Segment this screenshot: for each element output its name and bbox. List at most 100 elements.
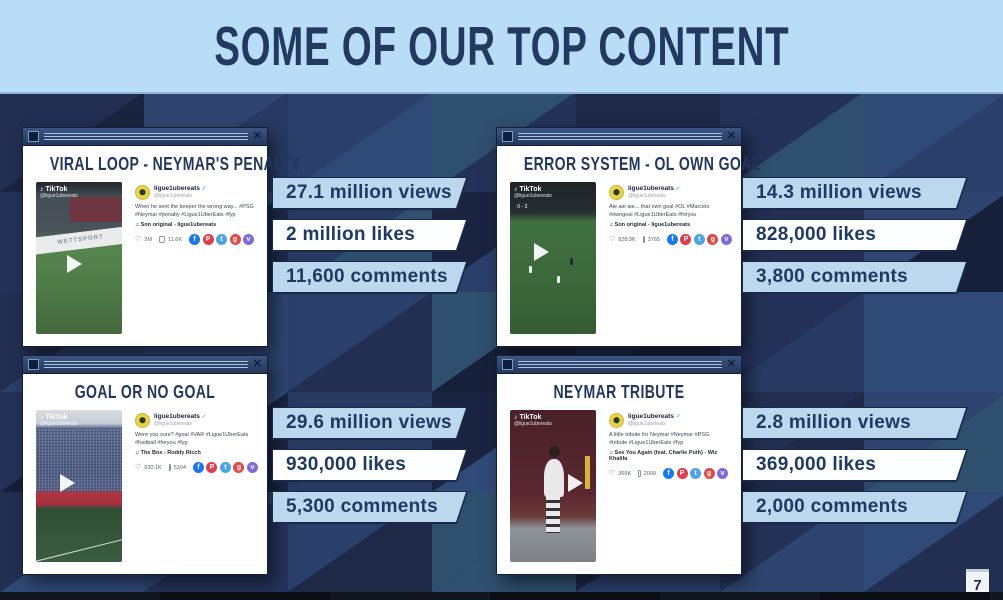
social-post: ligue1ubereats ✓ @ligue1ubereats Aie aie… bbox=[609, 182, 732, 334]
post-music: ♫ Son original - ligue1ubereats bbox=[135, 222, 217, 229]
pinterest-icon[interactable]: P bbox=[680, 234, 692, 246]
pinterest-icon[interactable]: P bbox=[206, 462, 218, 474]
stats-group-3: 29.6 million views 930,000 likes 5,300 c… bbox=[272, 407, 468, 533]
twitter-icon[interactable]: t bbox=[693, 234, 705, 246]
page-title: SOME OF OUR TOP CONTENT bbox=[213, 15, 790, 77]
heart-icon[interactable]: ♡ bbox=[609, 236, 616, 244]
stat-label: 2.8 million views bbox=[743, 408, 966, 438]
stat-label: 2,000 comments bbox=[743, 492, 966, 522]
stat-label: 369,000 likes bbox=[743, 450, 966, 480]
share-icon-row: f P t g v bbox=[192, 462, 258, 474]
comment-icon[interactable] bbox=[158, 236, 166, 244]
stat-bar-comments: 11,600 comments bbox=[272, 261, 468, 294]
social-post: ligue1ubereats ✓ @ligue1ubereats Were yo… bbox=[135, 410, 258, 562]
post-handle: @ligue1ubereats bbox=[154, 193, 192, 200]
window-close-icon[interactable]: ✕ bbox=[252, 130, 262, 142]
viber-icon[interactable]: v bbox=[243, 234, 254, 246]
post-caption: When he sent the keeper the wrong way...… bbox=[135, 204, 254, 218]
google-plus-icon[interactable]: g bbox=[703, 468, 715, 480]
stat-bar-likes: 828,000 likes bbox=[742, 219, 968, 252]
window-stripes bbox=[518, 133, 722, 140]
tiktok-logo-watermark: ♪ TikTok @ligue1ubereats bbox=[40, 186, 78, 199]
play-icon[interactable] bbox=[534, 242, 550, 261]
google-plus-icon[interactable]: g bbox=[707, 234, 719, 246]
viber-icon[interactable]: v bbox=[720, 234, 732, 246]
facebook-icon[interactable]: f bbox=[663, 468, 674, 480]
stats-group-2: 14.3 million views 828,000 likes 3,800 c… bbox=[742, 177, 968, 303]
video-thumbnail[interactable]: ♪ TikTok @ligue1ubereats WETTSPORT bbox=[36, 182, 122, 334]
post-music: ♫ The Box - Roddy Ricch bbox=[135, 450, 201, 457]
heart-icon[interactable]: ♡ bbox=[609, 470, 616, 478]
video-thumbnail[interactable]: ♪ TikTok @ligue1ubereats 0 - 3 bbox=[510, 182, 596, 334]
share-icon-row: f P t g v bbox=[666, 234, 732, 246]
window-menu-icon bbox=[502, 359, 513, 370]
window-title-bar: ✕ bbox=[497, 128, 741, 146]
stat-label: 3,800 comments bbox=[743, 262, 966, 292]
window-stripes bbox=[44, 133, 248, 140]
player-dot bbox=[528, 265, 532, 273]
player-figure bbox=[543, 458, 564, 497]
viber-icon[interactable]: v bbox=[717, 468, 728, 480]
heart-icon[interactable]: ♡ bbox=[135, 464, 142, 472]
pinterest-icon[interactable]: P bbox=[202, 234, 214, 246]
comment-icon[interactable] bbox=[642, 236, 645, 244]
stat-label: 930,000 likes bbox=[273, 450, 466, 480]
verified-icon: ✓ bbox=[675, 186, 681, 193]
pinterest-icon[interactable]: P bbox=[676, 468, 688, 480]
verified-icon: ✓ bbox=[201, 414, 207, 421]
content-card-window-4: ✕ NEYMAR TRIBUTE ♪ TikTok @ligue1ubereat… bbox=[496, 355, 742, 575]
stat-bar-likes: 369,000 likes bbox=[742, 449, 968, 482]
window-close-icon[interactable]: ✕ bbox=[726, 358, 736, 370]
play-icon[interactable] bbox=[568, 473, 584, 492]
stats-group-1: 27.1 million views 2 million likes 11,60… bbox=[272, 177, 468, 303]
tiktok-logo-watermark: ♪ TikTok @ligue1ubereats bbox=[514, 186, 552, 199]
card-title: ERROR SYSTEM - OL OWN GOAL bbox=[523, 154, 761, 174]
comment-icon[interactable] bbox=[168, 464, 171, 472]
stat-bar-comments: 3,800 comments bbox=[742, 261, 968, 294]
stat-label: 14.3 million views bbox=[743, 178, 966, 208]
share-icon-row: f P t g v bbox=[663, 468, 728, 480]
play-icon[interactable] bbox=[60, 473, 76, 492]
viber-icon[interactable]: v bbox=[246, 462, 258, 474]
play-icon[interactable] bbox=[66, 254, 82, 273]
window-title-bar: ✕ bbox=[497, 356, 741, 374]
window-stripes bbox=[44, 361, 248, 368]
stat-label: 2 million likes bbox=[273, 220, 466, 250]
twitter-icon[interactable]: t bbox=[219, 462, 231, 474]
post-handle: @ligue1ubereats bbox=[154, 421, 192, 428]
player-dot bbox=[570, 258, 574, 265]
google-plus-icon[interactable]: g bbox=[229, 234, 241, 246]
stat-bar-likes: 2 million likes bbox=[272, 219, 468, 252]
avatar bbox=[135, 413, 150, 428]
comment-icon[interactable] bbox=[638, 470, 641, 478]
page-number-badge: 7 bbox=[966, 569, 989, 598]
google-plus-icon[interactable]: g bbox=[233, 462, 245, 474]
content-card-window-1: ✕ VIRAL LOOP - NEYMAR'S PENALTY ♪ TikTok… bbox=[22, 127, 300, 347]
facebook-icon[interactable]: f bbox=[189, 234, 200, 246]
facebook-icon[interactable]: f bbox=[192, 462, 204, 474]
post-username: ligue1ubereats bbox=[154, 413, 200, 421]
video-thumbnail[interactable]: ♪ TikTok @ligue1ubereats bbox=[36, 410, 122, 562]
avatar bbox=[609, 185, 624, 200]
video-thumbnail[interactable]: ♪ TikTok @ligue1ubereats bbox=[510, 410, 596, 562]
window-close-icon[interactable]: ✕ bbox=[726, 130, 736, 142]
twitter-icon[interactable]: t bbox=[216, 234, 227, 246]
facebook-icon[interactable]: f bbox=[666, 234, 678, 246]
like-count: 2M bbox=[144, 236, 152, 243]
twitter-icon[interactable]: t bbox=[690, 468, 701, 480]
pitch-line bbox=[36, 535, 122, 562]
window-close-icon[interactable]: ✕ bbox=[252, 358, 262, 370]
stat-bar-likes: 930,000 likes bbox=[272, 449, 468, 482]
content-card-window-3: ✕ GOAL OR NO GOAL ♪ TikTok @ligue1uberea… bbox=[22, 355, 268, 575]
comment-count: 2000 bbox=[643, 470, 656, 477]
crowd-texture bbox=[36, 428, 122, 493]
player-figure bbox=[546, 495, 561, 534]
stat-bar-comments: 5,300 comments bbox=[272, 491, 468, 524]
verified-icon: ✓ bbox=[201, 186, 207, 193]
stat-label: 11,600 comments bbox=[273, 262, 466, 292]
heart-icon[interactable]: ♡ bbox=[135, 236, 142, 244]
like-count: 930.1K bbox=[144, 464, 162, 471]
post-caption: Aie aie aie... that own goal #OL #Marcel… bbox=[609, 204, 710, 218]
verified-icon: ✓ bbox=[675, 414, 681, 421]
